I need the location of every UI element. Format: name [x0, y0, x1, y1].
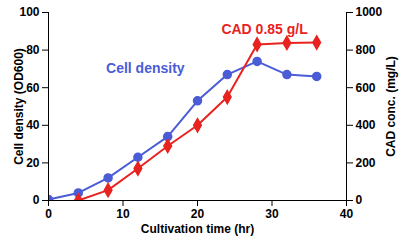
svg-text:0: 0 [33, 193, 40, 207]
svg-text:Cultivation time (hr): Cultivation time (hr) [141, 222, 254, 236]
svg-text:200: 200 [356, 156, 376, 170]
svg-text:1000: 1000 [356, 5, 383, 19]
svg-text:0: 0 [45, 207, 52, 221]
svg-text:20: 20 [26, 156, 40, 170]
svg-text:400: 400 [356, 118, 376, 132]
svg-text:40: 40 [26, 118, 40, 132]
svg-text:20: 20 [191, 207, 205, 221]
svg-text:40: 40 [340, 207, 354, 221]
svg-text:600: 600 [356, 81, 376, 95]
svg-text:800: 800 [356, 43, 376, 57]
svg-text:0: 0 [356, 193, 363, 207]
svg-text:Cell density (OD600): Cell density (OD600) [12, 48, 26, 165]
svg-text:CAD 0.85 g/L: CAD 0.85 g/L [221, 21, 308, 37]
svg-text:CAD conc. (mg/L): CAD conc. (mg/L) [384, 56, 398, 157]
svg-text:10: 10 [116, 207, 130, 221]
svg-text:Cell density: Cell density [106, 60, 185, 76]
svg-text:80: 80 [26, 43, 40, 57]
svg-text:30: 30 [265, 207, 279, 221]
svg-text:100: 100 [19, 5, 39, 19]
svg-text:60: 60 [26, 81, 40, 95]
